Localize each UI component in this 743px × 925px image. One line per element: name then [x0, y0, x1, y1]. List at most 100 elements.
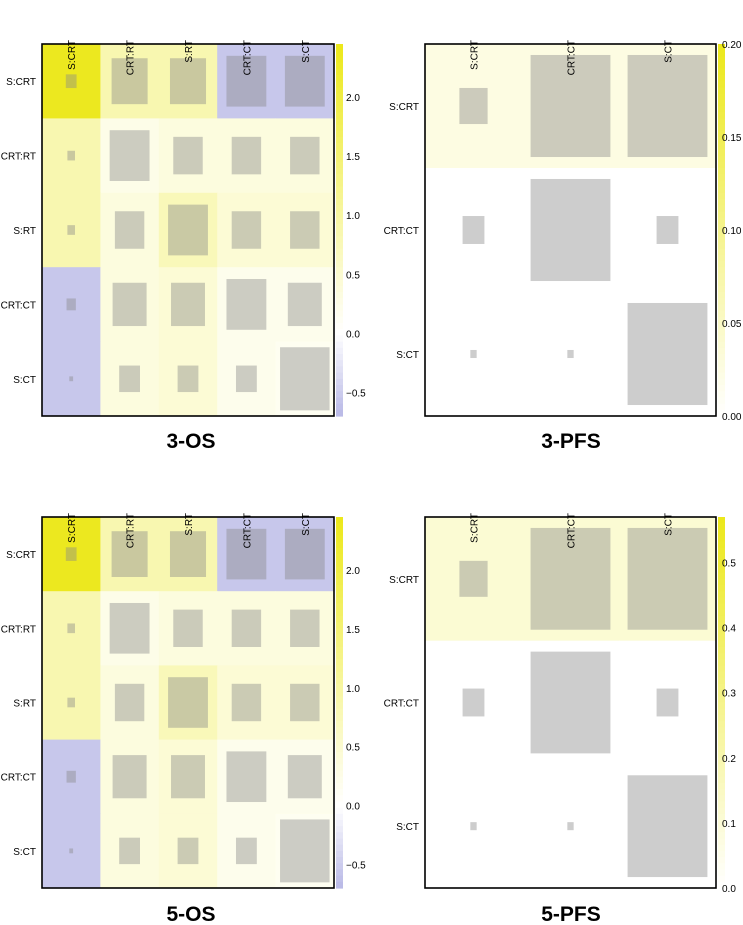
- colorbar-segment: [336, 640, 343, 648]
- row-label: S:CRT: [6, 77, 36, 88]
- heatmap-cell: [425, 168, 523, 293]
- colorbar-tick-label: −0.5: [346, 388, 366, 399]
- colorbar-segment: [718, 75, 725, 82]
- colorbar-segment: [336, 335, 343, 343]
- colorbar-segment: [718, 106, 725, 113]
- colorbar-segment: [718, 795, 725, 803]
- colorbar-segment: [336, 397, 343, 405]
- size-square: [112, 282, 147, 327]
- size-square: [112, 755, 147, 799]
- colorbar-tick-label: 0.0: [346, 802, 360, 813]
- column-label: CRT:RT: [126, 40, 137, 75]
- panel-title: 5-PFS: [541, 903, 601, 925]
- colorbar-segment: [336, 292, 343, 299]
- heatmap-cell: [619, 168, 717, 293]
- colorbar-segment: [718, 62, 725, 70]
- colorbar-segment: [336, 714, 343, 722]
- size-square: [119, 365, 141, 393]
- colorbar-segment: [718, 696, 725, 704]
- column-label: S:CT: [664, 513, 675, 536]
- heatmap-cell: [158, 44, 218, 119]
- colorbar-segment: [718, 354, 725, 361]
- colorbar-segment: [336, 118, 343, 126]
- colorbar-segment: [336, 273, 343, 281]
- colorbar-segment: [336, 850, 343, 858]
- size-square: [287, 755, 322, 799]
- size-square: [67, 225, 75, 235]
- heatmap-cell: [275, 44, 335, 119]
- colorbar-segment: [336, 186, 343, 194]
- colorbar-segment: [336, 615, 343, 623]
- colorbar-segment: [718, 124, 725, 132]
- colorbar-segment: [336, 205, 343, 212]
- heatmap-cell: [42, 118, 101, 194]
- colorbar-segment: [718, 529, 725, 537]
- heatmap-cell: [522, 292, 620, 417]
- colorbar-segment: [718, 572, 725, 580]
- size-square: [111, 58, 148, 105]
- size-square: [111, 531, 148, 577]
- colorbar-segment: [336, 857, 343, 864]
- size-square: [459, 560, 488, 597]
- heatmap-cell: [217, 517, 277, 592]
- colorbar-segment: [718, 378, 725, 386]
- colorbar-segment: [336, 702, 343, 710]
- size-square: [656, 216, 679, 244]
- colorbar-segment: [336, 143, 343, 150]
- colorbar-segment: [718, 81, 725, 88]
- colorbar-segment: [718, 770, 725, 778]
- colorbar-segment: [336, 572, 343, 580]
- heatmap-cell: [100, 739, 160, 815]
- size-square: [627, 527, 708, 630]
- colorbar-segment: [718, 640, 725, 648]
- size-square: [173, 136, 203, 175]
- heatmap-cell: [619, 640, 717, 765]
- size-square: [177, 365, 199, 393]
- colorbar-tick-label: 1.5: [346, 152, 360, 163]
- size-square: [226, 55, 267, 107]
- colorbar-segment: [718, 273, 725, 281]
- colorbar-segment: [336, 354, 343, 361]
- heatmap-cell: [42, 44, 101, 119]
- colorbar-segment: [718, 850, 725, 858]
- colorbar-segment: [718, 764, 725, 772]
- size-square: [290, 211, 320, 249]
- panel-3-pfs: S:CRT CRT:CT S:CT S:CRT CRT:CT S:CT 0.00 0.05 0.…: [384, 40, 742, 453]
- heatmap-cell: [217, 739, 277, 815]
- colorbar-segment: [718, 223, 725, 231]
- heatmap-cell: [217, 44, 277, 119]
- row-label: S:CRT: [389, 575, 419, 586]
- colorbar-segment: [718, 149, 725, 157]
- colorbar-segment: [718, 161, 725, 169]
- row-label: S:CT: [396, 822, 419, 833]
- colorbar-segment: [336, 863, 343, 871]
- size-square: [656, 688, 679, 717]
- size-square: [231, 136, 262, 175]
- size-square: [284, 55, 325, 107]
- colorbar-segment: [718, 807, 725, 815]
- size-square: [567, 349, 574, 359]
- size-square: [627, 775, 708, 878]
- colorbar-segment: [336, 199, 343, 206]
- colorbar-segment: [336, 696, 343, 704]
- colorbar-segment: [336, 378, 343, 386]
- colorbar-segment: [336, 347, 343, 355]
- colorbar-segment: [336, 385, 343, 392]
- colorbar-segment: [336, 603, 343, 611]
- colorbar-segment: [718, 248, 725, 256]
- colorbar-segment: [718, 292, 725, 299]
- colorbar-segment: [718, 665, 725, 673]
- size-square: [280, 347, 330, 411]
- colorbar-tick-label: 0.2: [722, 754, 736, 765]
- colorbar-segment: [336, 87, 343, 95]
- colorbar-segment: [336, 161, 343, 169]
- heatmap-cell: [42, 813, 101, 889]
- size-square: [65, 74, 77, 89]
- heatmap-cell: [522, 517, 620, 642]
- heatmap-cell: [100, 118, 160, 194]
- colorbar-segment: [336, 366, 343, 374]
- colorbar-segment: [718, 554, 725, 561]
- heatmap-cell: [275, 813, 335, 889]
- colorbar-segment: [718, 205, 725, 212]
- colorbar-segment: [718, 385, 725, 392]
